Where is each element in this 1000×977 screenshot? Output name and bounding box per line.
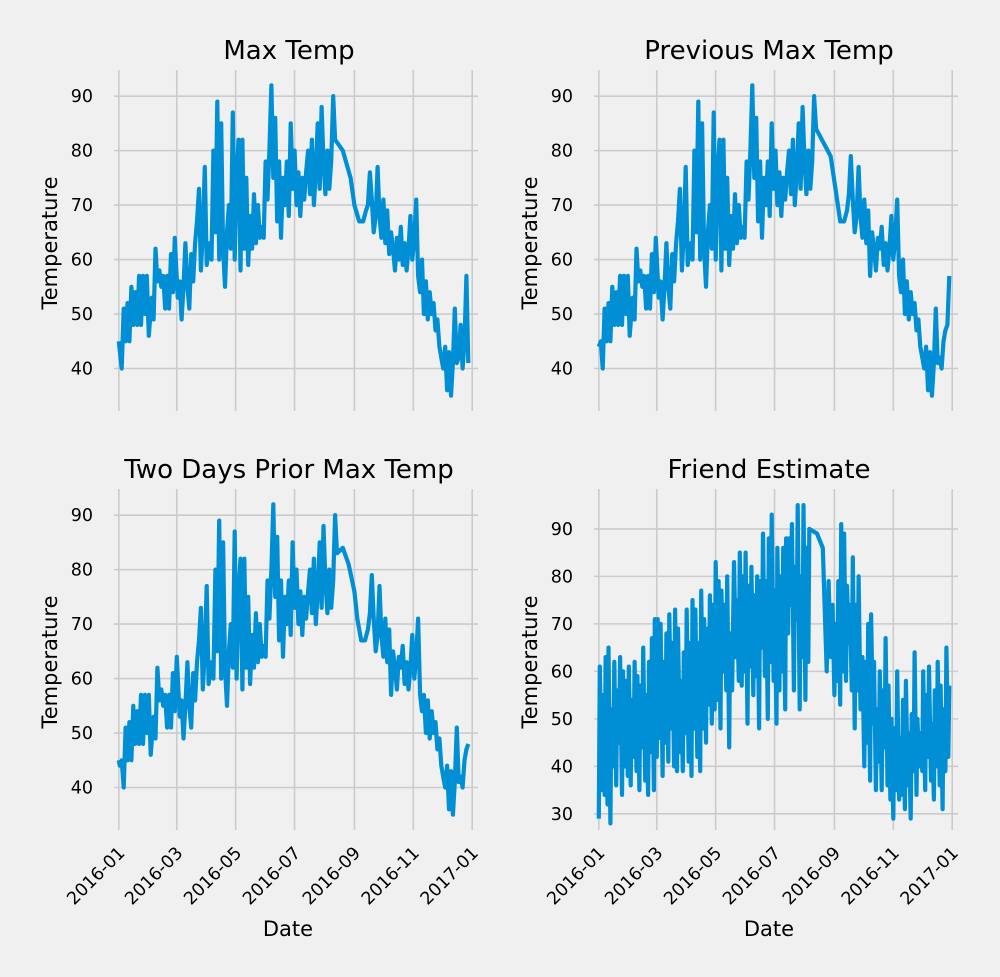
subplot-title: Friend Estimate <box>667 455 870 485</box>
subplot-two-days-prior-max-temp: Two Days Prior Max Temp Temperature Date… <box>38 455 483 941</box>
y-tick-label: 40 <box>551 360 573 380</box>
y-axis-label: Temperature <box>518 176 542 310</box>
y-tick-label: 70 <box>551 196 573 216</box>
y-tick-label: 70 <box>551 615 573 635</box>
y-tick-label: 30 <box>551 805 573 825</box>
y-tick-label: 40 <box>71 779 93 799</box>
y-tick-label: 40 <box>71 360 93 380</box>
y-tick-label: 50 <box>71 724 93 744</box>
y-tick-label: 60 <box>71 251 93 271</box>
y-tick-label: 50 <box>551 305 573 325</box>
series-line <box>596 503 952 826</box>
x-tick-label: 2016-03 <box>121 843 187 909</box>
x-tick-label: 2016-07 <box>719 843 785 909</box>
y-tick-label: 80 <box>71 142 93 162</box>
y-tick-label: 80 <box>71 561 93 581</box>
y-tick-label: 90 <box>71 87 93 107</box>
subplot-previous-max-temp: Previous Max Temp Temperature 40 50 60 70 80… <box>518 36 958 411</box>
y-tick-label: 60 <box>71 670 93 690</box>
y-tick-label: 50 <box>551 710 573 730</box>
subplot-max-temp: Max Temp Temperature 40 50 60 70 80 90 <box>38 36 478 411</box>
y-tick-label: 80 <box>551 567 573 587</box>
x-axis-label: Date <box>744 917 794 941</box>
y-tick-label: 90 <box>551 520 573 540</box>
y-tick-label: 60 <box>551 251 573 271</box>
subplot-title: Two Days Prior Max Temp <box>123 455 453 485</box>
y-tick-label: 80 <box>551 142 573 162</box>
series-line <box>596 83 952 398</box>
y-tick-label: 90 <box>71 506 93 526</box>
y-tick-label: 90 <box>551 87 573 107</box>
x-tick-label: 2016-01 <box>544 843 610 909</box>
y-axis-label: Temperature <box>38 595 62 729</box>
x-tick-label: 2017-01 <box>897 843 963 909</box>
x-tick-label: 2016-01 <box>64 843 130 909</box>
y-axis-label: Temperature <box>518 595 542 729</box>
grid <box>114 489 478 830</box>
y-tick-label: 40 <box>551 757 573 777</box>
x-tick-label: 2016-05 <box>180 843 246 909</box>
series-line <box>116 502 471 817</box>
y-tick-label: 50 <box>71 305 93 325</box>
y-axis-label: Temperature <box>38 176 62 310</box>
grid <box>594 70 958 411</box>
x-tick-label: 2016-11 <box>358 843 424 909</box>
x-tick-label: 2016-11 <box>838 843 904 909</box>
x-tick-label: 2016-09 <box>299 843 365 909</box>
y-tick-label: 60 <box>551 662 573 682</box>
grid <box>114 70 478 411</box>
y-tick-label: 70 <box>71 615 93 635</box>
x-tick-label: 2016-09 <box>779 843 845 909</box>
subplot-title: Previous Max Temp <box>644 36 893 66</box>
series-line <box>116 83 471 398</box>
x-tick-label: 2016-03 <box>601 843 667 909</box>
x-tick-label: 2016-07 <box>239 843 305 909</box>
subplot-title: Max Temp <box>223 36 354 66</box>
x-tick-label: 2016-05 <box>660 843 726 909</box>
x-axis-label: Date <box>263 917 313 941</box>
subplot-friend-estimate: Friend Estimate Temperature Date 30 40 50 6… <box>518 455 963 941</box>
y-tick-label: 70 <box>71 196 93 216</box>
x-tick-label: 2017-01 <box>417 843 483 909</box>
